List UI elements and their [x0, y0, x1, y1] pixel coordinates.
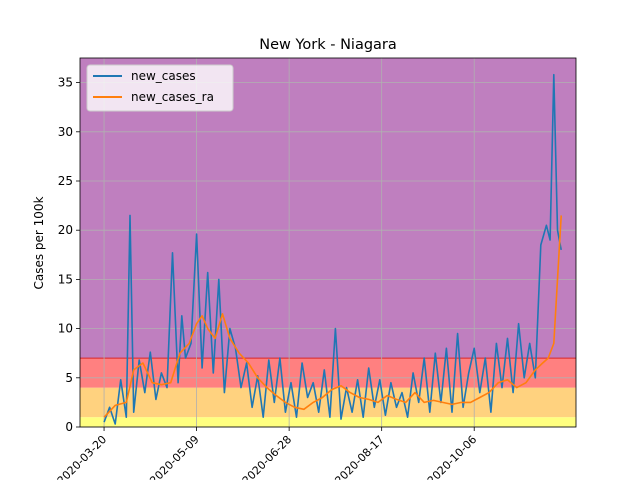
y-tick-label-1: 5	[65, 371, 73, 385]
legend: new_cases new_cases_ra	[86, 64, 234, 112]
x-tick-label-4: 2020-10-06	[425, 433, 479, 480]
legend-label-new_cases: new_cases	[131, 69, 196, 83]
y-tick-label-7: 35	[58, 76, 73, 90]
plot-frame	[79, 57, 577, 428]
y-axis-label: Cases per 100k	[32, 196, 46, 289]
y-tick-label-5: 25	[58, 174, 73, 188]
x-tick-label-3: 2020-08-17	[332, 433, 386, 480]
background-band-0	[80, 417, 576, 427]
y-tick-label-0: 0	[65, 420, 73, 434]
y-tick-label-4: 20	[58, 223, 73, 237]
series-line-new_cases	[103, 73, 562, 425]
plot-area: 0 5 10 15 20 25 30 35 2020-03-20 2020-05-09 2020-0…	[55, 57, 577, 480]
series-line-new_cases_ra	[103, 215, 562, 418]
x-tick-label-1: 2020-05-09	[147, 433, 201, 480]
y-tick-label-2: 10	[58, 322, 73, 336]
chart-title: New York - Niagara	[259, 37, 397, 53]
legend-box	[86, 64, 234, 112]
y-tick-label-6: 30	[58, 125, 73, 139]
y-tick-label-3: 15	[58, 272, 73, 286]
legend-label-new_cases_ra: new_cases_ra	[131, 90, 214, 104]
x-tick-label-2: 2020-06-28	[240, 433, 294, 480]
x-tick-label-0: 2020-03-20	[55, 433, 109, 480]
